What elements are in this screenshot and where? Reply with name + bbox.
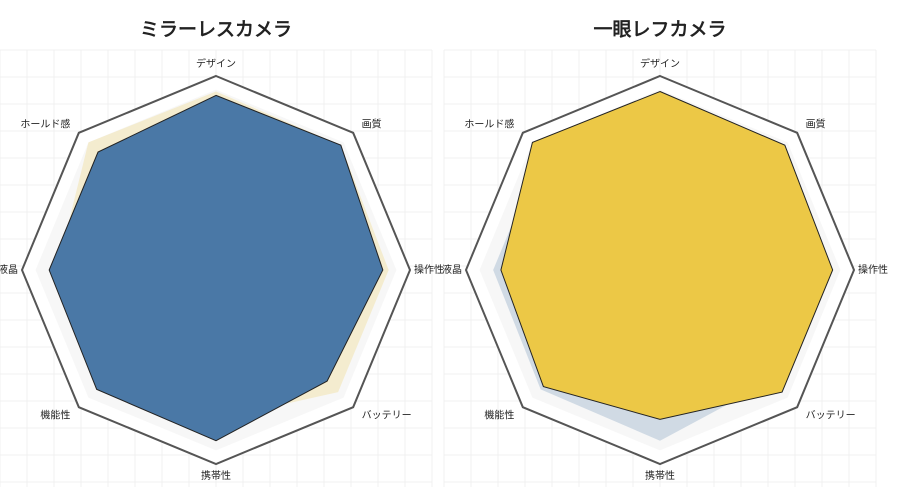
axis-label: ホールド感 xyxy=(464,117,514,130)
chart-title: 一眼レフカメラ xyxy=(593,19,726,41)
axis-label: 携帯性 xyxy=(645,469,675,482)
axis-label: バッテリー xyxy=(806,410,856,422)
axis-label: 機能性 xyxy=(40,409,70,422)
axis-label: ホールド感 xyxy=(20,117,70,130)
axis-label: 画質 xyxy=(806,117,826,130)
axis-label: 液晶 xyxy=(0,263,18,276)
chart-title: ミラーレスカメラ xyxy=(140,19,292,41)
axis-label: デザイン xyxy=(196,57,236,70)
axis-label: 携帯性 xyxy=(201,469,231,482)
axis-label: バッテリー xyxy=(362,410,412,422)
axis-label: 液晶 xyxy=(442,263,462,276)
axis-label: デザイン xyxy=(640,57,680,70)
series-area xyxy=(48,94,384,442)
axis-label: 画質 xyxy=(362,117,382,130)
axis-label: 操作性 xyxy=(858,263,888,276)
axis-label: 機能性 xyxy=(484,409,514,422)
series-area xyxy=(500,90,834,420)
axis-label: 操作性 xyxy=(414,263,444,276)
